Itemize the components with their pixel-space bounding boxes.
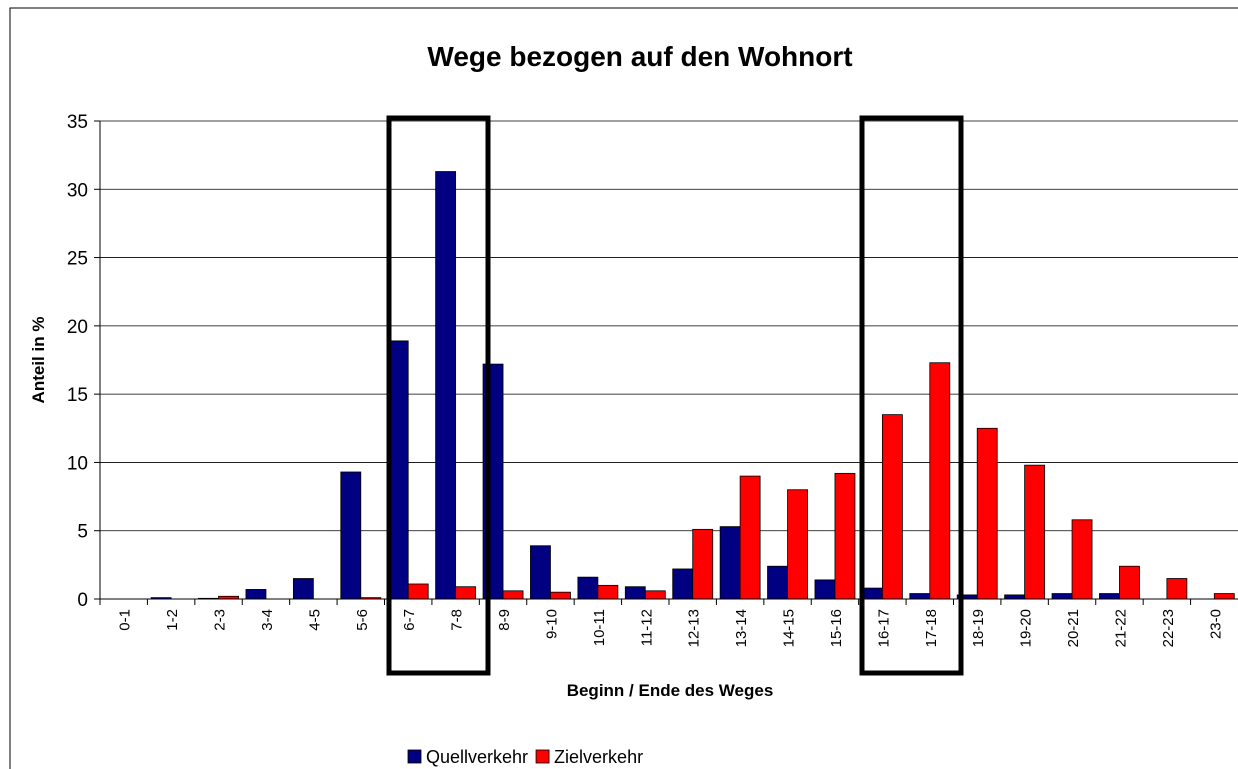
bar	[1024, 464, 1046, 600]
x-tick-label: 14-15	[781, 609, 798, 647]
bar	[340, 471, 362, 600]
y-tick-label: 25	[67, 249, 88, 270]
y-tick-label: 5	[77, 522, 88, 543]
y-tick-label: 10	[67, 453, 88, 474]
bar	[1071, 519, 1093, 600]
bar	[1119, 565, 1140, 600]
x-tick-label: 3-4	[259, 609, 276, 631]
chart-title: Wege bezogen auf den Wohnort	[427, 41, 852, 72]
y-tick-label: 0	[77, 590, 88, 611]
bar	[292, 578, 314, 600]
x-tick-label: 10-11	[591, 609, 608, 646]
bar	[435, 171, 457, 600]
bar	[1213, 593, 1235, 600]
bar	[767, 565, 788, 600]
y-tick-label: 20	[67, 317, 88, 338]
x-tick-label: 5-6	[354, 609, 371, 631]
x-tick-label: 16-17	[875, 609, 892, 647]
y-tick-label: 35	[67, 112, 88, 133]
bar	[1099, 593, 1120, 600]
x-tick-label: 2-3	[212, 609, 229, 631]
legend-label: Zielverkehr	[554, 747, 643, 767]
bar	[976, 427, 998, 600]
x-tick-label: 9-10	[543, 609, 560, 639]
bar	[787, 489, 808, 600]
bar	[550, 591, 571, 600]
chart-frame	[9, 7, 1238, 769]
x-tick-label: 0-1	[117, 609, 134, 631]
x-axis-title: Beginn / Ende des Weges	[567, 681, 774, 700]
x-tick-label: 19-20	[1018, 609, 1035, 647]
bar	[692, 528, 714, 600]
x-tick-label: 4-5	[306, 609, 323, 631]
bar	[644, 590, 666, 600]
x-tick-label: 20-21	[1065, 609, 1082, 647]
bar	[577, 576, 599, 600]
x-tick-label: 13-14	[733, 609, 750, 647]
bar	[881, 414, 903, 600]
x-tick-label: 8-9	[496, 609, 513, 631]
legend-swatch	[535, 749, 550, 764]
x-tick-label: 15-16	[828, 609, 845, 647]
bar	[672, 568, 694, 600]
bar	[1051, 593, 1073, 600]
bar	[624, 586, 646, 600]
x-tick-label: 12-13	[686, 609, 703, 647]
bar	[455, 586, 477, 600]
bar	[739, 475, 761, 600]
bar	[1004, 594, 1026, 600]
highlight-box	[859, 115, 964, 676]
bar	[245, 589, 267, 600]
y-tick-label: 15	[67, 385, 88, 406]
bar	[834, 472, 856, 600]
x-tick-label: 17-18	[923, 609, 940, 647]
bar	[530, 545, 551, 600]
legend-swatch	[407, 749, 422, 764]
x-tick-label: 11-12	[638, 609, 655, 646]
x-tick-label: 22-23	[1160, 609, 1177, 647]
plot-area: 0 5 10 15 20 25 30 35 0-1 1-2 2-3 3-4 4-5 5-6 6-7 7-8 8-…	[67, 112, 1238, 767]
x-tick-label: 6-7	[401, 609, 418, 631]
x-tick-label: 23-0	[1207, 609, 1224, 639]
x-tick-label: 7-8	[449, 609, 466, 631]
bar	[502, 590, 524, 600]
bar	[929, 362, 951, 600]
x-tick-label: 18-19	[970, 609, 987, 647]
bar	[861, 587, 883, 600]
x-tick-label: 21-22	[1112, 609, 1129, 647]
bar	[1166, 578, 1188, 600]
y-tick-label: 30	[67, 180, 88, 201]
highlight-box	[386, 115, 491, 676]
bar	[597, 584, 619, 600]
bar	[719, 526, 741, 600]
legend-label: Quellverkehr	[426, 747, 528, 767]
bar	[407, 583, 429, 600]
y-axis-title: Anteil in %	[29, 317, 48, 404]
x-tick-label: 1-2	[164, 609, 181, 631]
bar	[909, 593, 931, 600]
bar	[814, 579, 836, 600]
